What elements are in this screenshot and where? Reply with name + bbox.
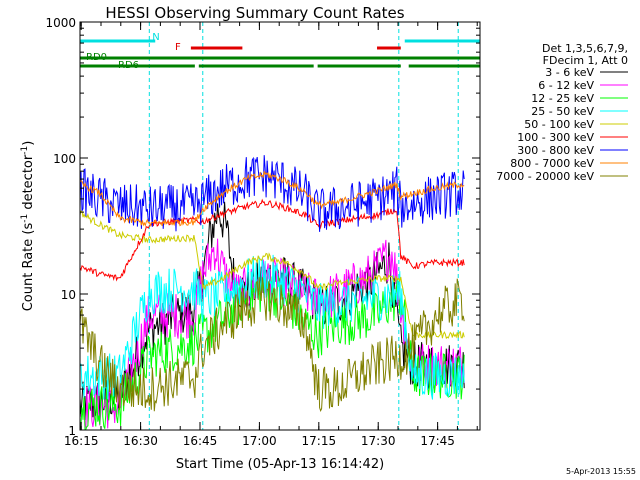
- series-line-100-300keV: [80, 198, 465, 282]
- legend-label-0: 3 - 6 keV: [545, 66, 594, 79]
- legend-label-1: 6 - 12 keV: [538, 79, 594, 92]
- x-tick-label-5: 17:30: [361, 434, 396, 448]
- y-tick-label-0: 1: [68, 424, 76, 438]
- x-tick-label-2: 16:45: [183, 434, 218, 448]
- y-axis-label-main: Count Rate (s: [21, 223, 36, 312]
- legend-label-5: 100 - 300 keV: [517, 131, 594, 144]
- flag-label-rd6: RD6: [118, 60, 139, 71]
- plot-frame: [79, 21, 481, 431]
- x-axis-label: Start Time (05-Apr-13 16:14:42): [176, 457, 384, 472]
- footer-date: 5-Apr-2013 15:55: [566, 467, 636, 476]
- chart-title: HESSI Observing Summary Count Rates: [105, 4, 404, 22]
- legend-label-6: 300 - 800 keV: [517, 144, 594, 157]
- y-tick-label-3: 1000: [45, 16, 76, 30]
- legend-label-2: 12 - 25 keV: [531, 92, 594, 105]
- legend-label-3: 25 - 50 keV: [531, 105, 594, 118]
- legend-header-line1: Det 1,3,5,6,7,9,: [542, 42, 628, 55]
- x-tick-label-1: 16:30: [123, 434, 158, 448]
- legend-label-4: 50 - 100 keV: [524, 118, 594, 131]
- y-axis: 1 10 100 1000: [45, 16, 480, 438]
- legend-label-8: 7000 - 20000 keV: [496, 170, 594, 183]
- series-line-300-800keV: [80, 155, 465, 232]
- y-tick-label-2: 100: [53, 152, 76, 166]
- legend: Det 1,3,5,6,7,9, FDecim 1, Att 0 3 - 6 k…: [496, 42, 628, 183]
- series-line-50-100keV: [80, 210, 465, 340]
- flag-label-rd0: RD0: [86, 52, 107, 63]
- x-tick-label-6: 17:45: [420, 434, 455, 448]
- flag-label-saa: N: [152, 32, 159, 43]
- y-axis-label-sup2: -1: [20, 146, 30, 155]
- y-axis-label-end: ): [21, 141, 36, 146]
- legend-header-line2: FDecim 1, Att 0: [543, 54, 628, 67]
- y-axis-label: Count Rate (s-1 detector-1): [20, 141, 36, 312]
- x-tick-label-3: 17:00: [242, 434, 277, 448]
- x-tick-label-0: 16:15: [64, 434, 99, 448]
- flag-label-flare: F: [175, 42, 181, 53]
- legend-label-7: 800 - 7000 keV: [510, 157, 594, 170]
- series-line-800-7000keV: [80, 171, 465, 228]
- y-axis-label-mid: detector: [21, 154, 36, 214]
- series-line-25-50keV: [80, 254, 465, 400]
- x-axis: 16:15 16:30 16:45 17:00 17:15 17:30 17:45: [64, 22, 478, 448]
- x-tick-label-4: 17:15: [302, 434, 337, 448]
- y-tick-label-1: 10: [61, 288, 76, 302]
- series-line-7000-20000keV: [80, 277, 465, 413]
- y-axis-label-sup1: -1: [20, 214, 30, 223]
